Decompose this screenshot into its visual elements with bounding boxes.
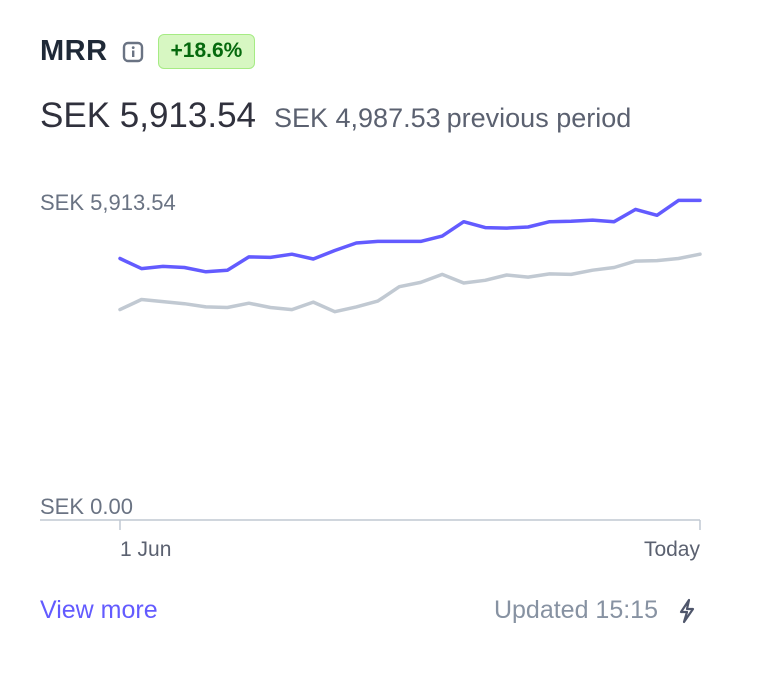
series-line-current — [118, 198, 702, 274]
lightning-bolt-icon — [676, 598, 698, 624]
updated-text: Updated 15:15 — [493, 596, 658, 624]
y-axis-max-label: SEK 5,913.54 — [40, 190, 176, 215]
updated-status: Updated 15:15 — [494, 596, 698, 625]
previous-value: SEK 4,987.53 — [274, 103, 441, 133]
metric-title: MRR — [40, 35, 108, 67]
metric-values: SEK 5,913.54 SEK 4,987.53 previous period — [40, 96, 631, 136]
series-line-previous — [118, 252, 702, 314]
previous-value-group: SEK 4,987.53 previous period — [274, 103, 631, 134]
x-axis-start-label: 1 Jun — [120, 538, 172, 561]
x-axis-end-label: Today — [643, 538, 700, 561]
view-more-link[interactable]: View more — [40, 596, 158, 624]
y-axis-min-label: SEK 0.00 — [40, 494, 133, 519]
current-value: SEK 5,913.54 — [40, 96, 256, 135]
metric-header: MRR +18.6% — [40, 34, 256, 69]
info-icon[interactable] — [122, 41, 144, 63]
previous-period-label: previous period — [446, 103, 632, 133]
change-badge: +18.6% — [157, 34, 256, 69]
